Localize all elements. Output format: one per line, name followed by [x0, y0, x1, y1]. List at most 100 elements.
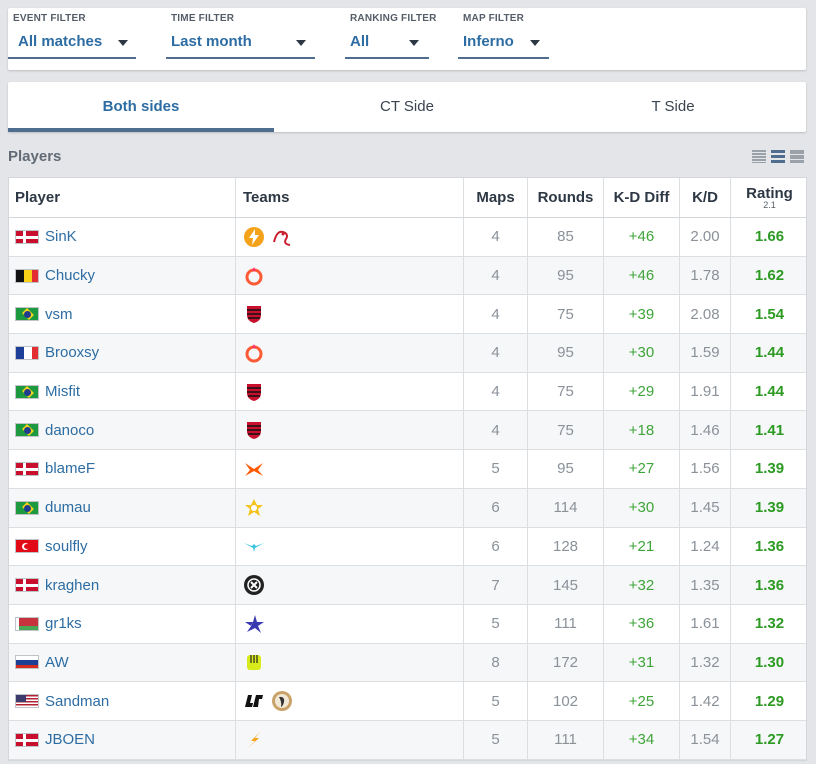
kd-value: 1.61	[680, 604, 731, 643]
denmark-flag-icon	[15, 732, 39, 747]
teams-cell	[236, 256, 464, 295]
rounds-value: 111	[528, 604, 604, 643]
player-name-link[interactable]: dumau	[45, 499, 91, 517]
player-name-link[interactable]: Misfit	[45, 383, 80, 401]
drop-team-icon[interactable]	[243, 342, 265, 364]
rounds-value: 95	[528, 334, 604, 372]
rounds-value: 85	[528, 218, 604, 256]
side-tabs: Both sides CT Side T Side	[8, 82, 806, 132]
player-name-link[interactable]: vsm	[45, 305, 73, 323]
rounds-value: 114	[528, 488, 604, 527]
glove-team-icon[interactable]	[243, 651, 265, 673]
eagle-team-icon[interactable]	[271, 690, 293, 712]
col-player[interactable]: Player	[9, 178, 236, 217]
ranking-filter-select[interactable]: All	[345, 30, 429, 59]
maps-value: 8	[464, 643, 528, 682]
player-name-link[interactable]: kraghen	[45, 576, 100, 594]
bolt-team-icon[interactable]	[243, 226, 265, 248]
player-name-link[interactable]: Brooxsy	[45, 344, 100, 362]
time-filter-select[interactable]: Last month	[166, 30, 315, 59]
teams-cell	[236, 720, 464, 759]
maps-value: 4	[464, 295, 528, 334]
rounds-value: 75	[528, 295, 604, 334]
fnatic-team-icon[interactable]	[243, 458, 265, 480]
teams-cell	[236, 411, 464, 450]
maps-value: 5	[464, 720, 528, 759]
event-filter-value: All matches	[18, 33, 103, 50]
rating-value: 1.36	[754, 576, 785, 594]
tab-ct-side[interactable]: CT Side	[380, 98, 434, 115]
kd-value: 2.00	[680, 218, 731, 256]
default-view-icon[interactable]	[771, 150, 785, 163]
col-kd-diff[interactable]: K-D Diff	[604, 178, 680, 217]
kd-value: 1.35	[680, 566, 731, 604]
wings-team-icon[interactable]	[243, 535, 265, 557]
ranking-filter-value: All	[350, 33, 370, 50]
rounds-value: 172	[528, 643, 604, 682]
player-cell: Misfit	[9, 372, 236, 411]
teams-cell	[236, 334, 464, 372]
col-kd[interactable]: K/D	[680, 178, 731, 217]
teams-cell	[236, 682, 464, 720]
lightning-team-icon[interactable]	[243, 729, 265, 751]
dragon-team-icon[interactable]	[271, 226, 293, 248]
brazil-flag-icon	[15, 500, 39, 515]
player-name-link[interactable]: Chucky	[45, 267, 96, 285]
kd-value: 1.59	[680, 334, 731, 372]
player-name-link[interactable]: JBOEN	[45, 731, 96, 749]
rating-label: Rating	[746, 184, 793, 202]
col-maps[interactable]: Maps	[464, 178, 528, 217]
compact-view-icon[interactable]	[752, 150, 766, 163]
france-flag-icon	[15, 345, 39, 360]
teams-cell	[236, 450, 464, 488]
star-team-icon[interactable]	[243, 613, 265, 635]
maps-value: 5	[464, 604, 528, 643]
table-row: Chucky 4 95 +46 1.78 1.62	[9, 256, 806, 296]
tab-both-sides[interactable]: Both sides	[8, 82, 274, 132]
player-cell: Brooxsy	[9, 334, 236, 372]
time-filter-label: TIME FILTER	[171, 13, 235, 24]
rounds-value: 75	[528, 372, 604, 411]
rating-value: 1.32	[754, 615, 785, 633]
flamengo-team-icon[interactable]	[243, 419, 265, 441]
player-name-link[interactable]: blameF	[45, 460, 96, 478]
denmark-flag-icon	[15, 229, 39, 244]
table-row: Brooxsy 4 95 +30 1.59 1.44	[9, 334, 806, 373]
maps-value: 4	[464, 372, 528, 411]
expanded-view-icon[interactable]	[790, 150, 804, 163]
map-filter-select[interactable]: Inferno	[458, 30, 549, 59]
kd-value: 1.78	[680, 256, 731, 295]
players-heading: Players	[8, 148, 62, 165]
player-name-link[interactable]: gr1ks	[45, 615, 82, 633]
filter-bar: EVENT FILTER All matches TIME FILTER Las…	[8, 8, 806, 70]
player-cell: vsm	[9, 295, 236, 334]
flamengo-team-icon[interactable]	[243, 303, 265, 325]
legacy-team-icon[interactable]	[243, 497, 265, 519]
rating-value: 1.66	[754, 228, 785, 246]
flamengo-team-icon[interactable]	[243, 381, 265, 403]
player-cell: soulfly	[9, 527, 236, 566]
kd-value: 1.56	[680, 450, 731, 488]
player-name-link[interactable]: Sandman	[45, 692, 110, 710]
kd-diff-value: +46	[604, 218, 680, 256]
player-name-link[interactable]: AW	[45, 653, 69, 671]
teams-cell	[236, 488, 464, 527]
col-rounds[interactable]: Rounds	[528, 178, 604, 217]
rating-value: 1.29	[754, 692, 785, 710]
player-cell: gr1ks	[9, 604, 236, 643]
event-filter-select[interactable]: All matches	[8, 30, 136, 59]
tab-t-side[interactable]: T Side	[651, 98, 695, 115]
table-row: JBOEN 5 111 +34 1.54 1.27	[9, 720, 806, 760]
kd-value: 2.08	[680, 295, 731, 334]
gear-team-icon[interactable]	[243, 574, 265, 596]
chevron-down-icon	[409, 40, 419, 46]
col-rating[interactable]: Rating 2.1	[731, 178, 808, 217]
player-name-link[interactable]: danoco	[45, 421, 95, 439]
player-name-link[interactable]: soulfly	[45, 537, 88, 555]
drop-team-icon[interactable]	[243, 265, 265, 287]
col-teams: Teams	[236, 178, 464, 217]
player-name-link[interactable]: SinK	[45, 228, 77, 246]
players-table: Player Teams Maps Rounds K-D Diff K/D Ra…	[8, 177, 807, 761]
player-cell: dumau	[9, 488, 236, 527]
wordmark-team-icon[interactable]	[243, 690, 265, 712]
